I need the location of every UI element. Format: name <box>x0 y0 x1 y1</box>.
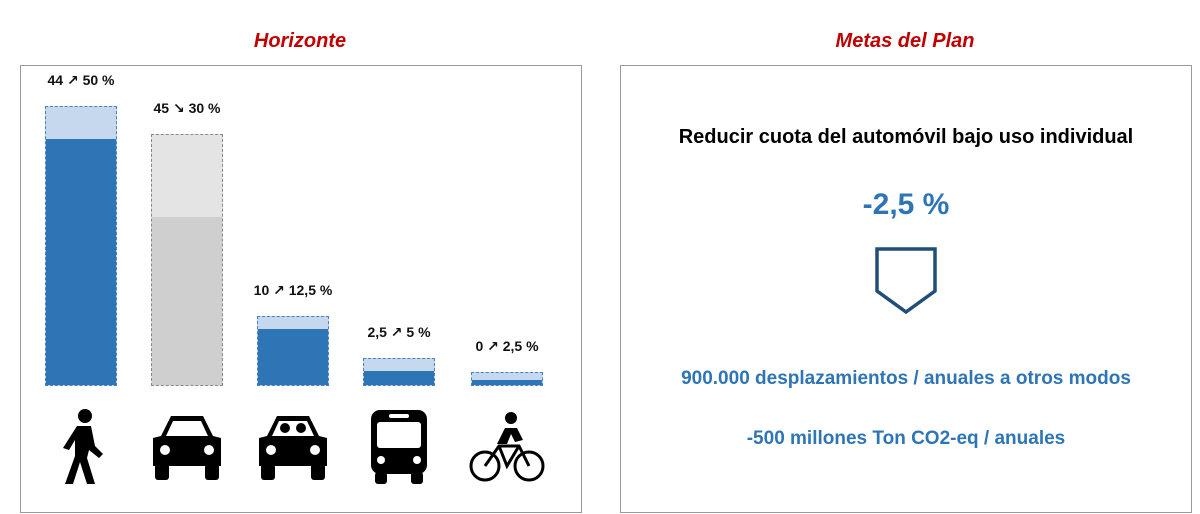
bar-autobus <box>363 358 435 386</box>
bar-label-automovil-individual: 45 ↘ 30 % <box>153 100 221 116</box>
bar-peaton <box>45 106 117 386</box>
goal-co2-reduction: -500 millones Ton CO2-eq / anuales <box>746 428 1066 449</box>
bar-label-automovil-compartido: 10 ↗ 12,5 % <box>253 282 333 298</box>
bar-fill-autobus <box>364 371 434 385</box>
bar-label-autobus: 2,5 ↗ 5 % <box>367 324 431 340</box>
bar-label-bicicleta: 0 ↗ 2,5 % <box>475 338 539 354</box>
bar-bicicleta <box>471 372 543 386</box>
plan-goals-heading: Metas del Plan <box>835 30 975 52</box>
bar-fill-automovil-compartido <box>258 329 328 385</box>
goal-title: Reducir cuota del automóvil bajo uso ind… <box>678 126 1134 148</box>
bar-label-peaton: 44 ↗ 50 % <box>47 72 115 88</box>
bar-fill-automovil-individual <box>152 217 222 385</box>
goal-trips-shift: 900.000 desplazamientos / anuales a otro… <box>681 368 1131 389</box>
horizon-heading: Horizonte <box>253 30 347 52</box>
bus-icon <box>359 406 439 486</box>
bar-fill-peaton <box>46 138 116 385</box>
car-icon <box>147 406 227 486</box>
chevron-down-icon <box>875 247 937 315</box>
bicycle-icon <box>467 406 547 486</box>
shared-car-icon <box>253 406 333 486</box>
plan-goals-panel: Reducir cuota del automóvil bajo uso ind… <box>620 65 1192 513</box>
goal-percentage: -2,5 % <box>862 188 950 221</box>
bar-automovil-individual <box>151 134 223 386</box>
pedestrian-icon <box>41 406 121 486</box>
bar-automovil-compartido <box>257 316 329 386</box>
bar-fill-bicicleta <box>472 380 542 385</box>
horizon-chart-panel: 44 ↗ 50 % 45 ↘ 30 % 10 ↗ 12,5 % 2,5 ↗ 5 % 0 … <box>20 65 582 513</box>
